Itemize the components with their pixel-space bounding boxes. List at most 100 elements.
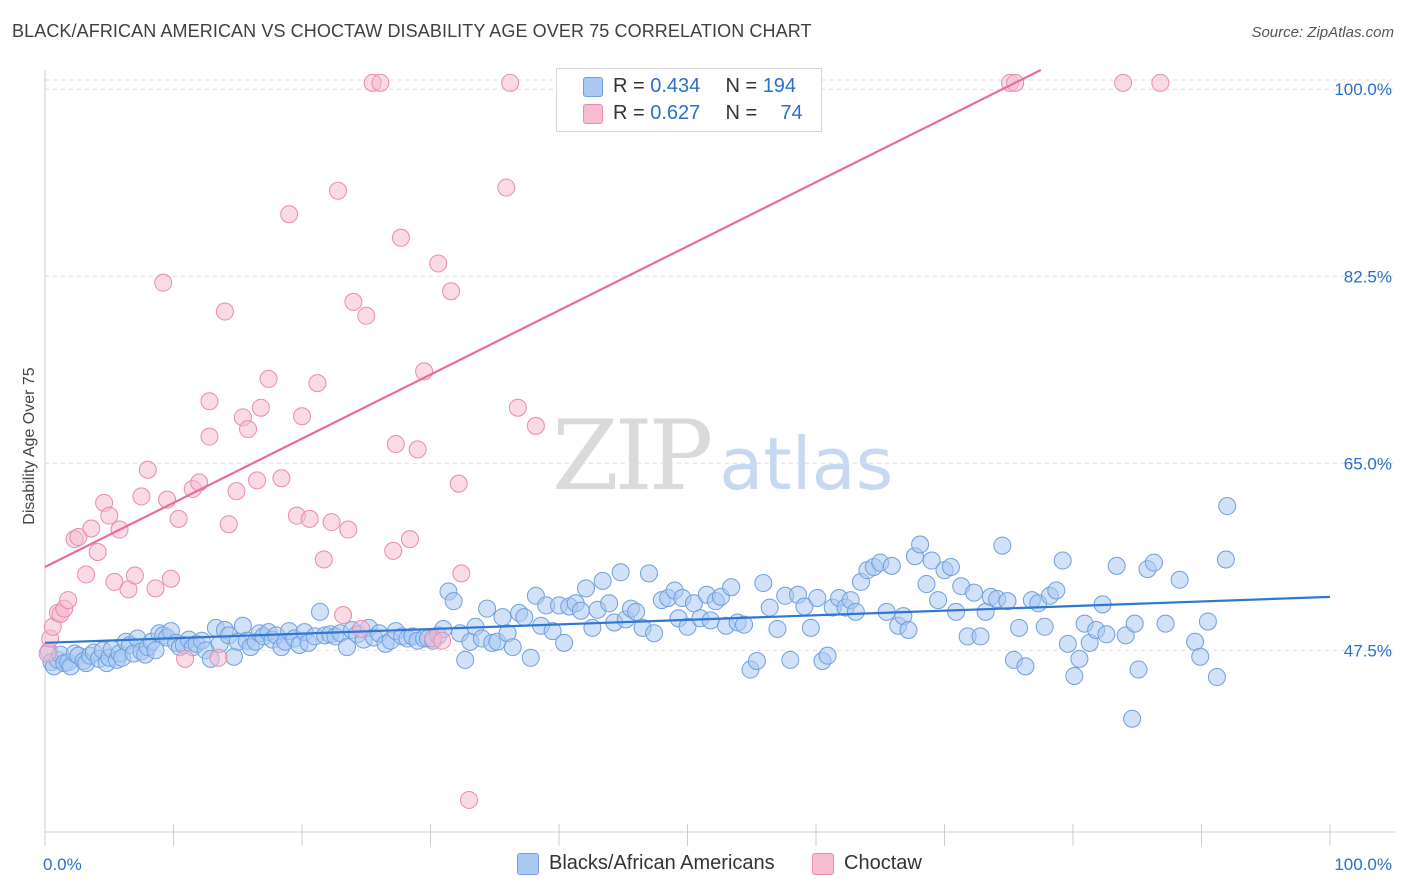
legend-text: R = 0.627 N = 74 xyxy=(613,102,803,125)
choctaw-point xyxy=(526,416,545,435)
blacks-point xyxy=(965,583,984,602)
choctaw-point xyxy=(357,306,376,325)
x-tick-label: 0.0% xyxy=(43,855,82,874)
blacks-point xyxy=(1070,649,1089,668)
choctaw-point xyxy=(344,292,363,311)
choctaw-point xyxy=(442,282,461,301)
blacks-point xyxy=(627,602,646,621)
blacks-point xyxy=(1125,614,1144,633)
blacks-point xyxy=(1170,570,1189,589)
blacks-point xyxy=(917,575,936,594)
n-label: N = xyxy=(725,75,758,97)
blacks-point xyxy=(735,615,754,634)
r-value: 0.434 xyxy=(650,75,701,97)
blacks-point xyxy=(645,624,664,643)
blacks-point xyxy=(1198,612,1217,631)
choctaw-point xyxy=(251,398,270,417)
choctaw-point xyxy=(200,427,219,446)
choctaw-point xyxy=(293,407,311,426)
blacks-point xyxy=(678,617,697,636)
choctaw-point xyxy=(105,572,124,591)
choctaw-point xyxy=(371,73,390,92)
choctaw-point xyxy=(146,579,165,598)
choctaw-point xyxy=(154,273,173,292)
choctaw-point xyxy=(322,513,341,532)
n-value: 194 xyxy=(762,75,797,97)
blacks-point xyxy=(947,602,966,621)
choctaw-point xyxy=(88,542,107,561)
blacks-point xyxy=(1065,666,1084,685)
correlation-legend: R = 0.434 N = 194 R = 0.627 N = 74 xyxy=(556,68,822,132)
blacks-point xyxy=(146,641,165,660)
choctaw-point xyxy=(82,519,101,538)
blacks-point xyxy=(515,608,534,627)
choctaw-point xyxy=(176,649,195,668)
choctaw-point xyxy=(77,565,96,584)
blacks-point xyxy=(1035,617,1054,636)
choctaw-point xyxy=(169,509,188,528)
chart-source: Source: ZipAtlas.com xyxy=(1251,24,1394,41)
choctaw-point xyxy=(59,591,78,610)
choctaw-point xyxy=(259,369,278,388)
n-label: N = xyxy=(725,102,758,124)
blacks-point xyxy=(993,536,1012,555)
choctaw-point xyxy=(125,566,144,585)
choctaw-point xyxy=(400,530,419,549)
choctaw-point xyxy=(391,228,410,247)
watermark-zip-text: ZIP xyxy=(552,400,713,512)
blacks-point xyxy=(801,618,820,637)
choctaw-point xyxy=(1151,73,1170,92)
blacks-point xyxy=(478,599,497,618)
choctaw-point xyxy=(209,648,228,667)
legend-text: R = 0.434 N = 194 xyxy=(613,75,796,98)
blacks-point xyxy=(1058,634,1077,653)
choctaw-point xyxy=(386,435,405,454)
blacks-point xyxy=(922,551,941,570)
legend-swatch-blue xyxy=(583,77,603,97)
blacks-point xyxy=(503,638,522,657)
blacks-point xyxy=(808,588,827,607)
chart-title: BLACK/AFRICAN AMERICAN VS CHOCTAW DISABI… xyxy=(12,21,812,41)
choctaw-point xyxy=(219,515,238,534)
choctaw-point xyxy=(460,790,479,809)
blacks-point xyxy=(1129,660,1148,679)
blacks-point xyxy=(337,638,356,657)
choctaw-point xyxy=(272,469,291,488)
blacks-point xyxy=(1216,550,1235,569)
choctaw-point xyxy=(497,178,516,197)
blacks-point xyxy=(600,594,619,613)
blacks-point xyxy=(224,647,243,666)
r-value: 0.627 xyxy=(650,102,701,124)
n-value: 74 xyxy=(780,102,803,124)
choctaw-point xyxy=(452,564,471,583)
y-axis-label: Disability Age Over 75 xyxy=(21,367,38,525)
zipatlas-watermark: ZIP atlas xyxy=(552,400,893,512)
blacks-point xyxy=(493,608,512,627)
blacks-point xyxy=(760,598,779,617)
choctaw-point xyxy=(161,569,180,588)
r-label: R = xyxy=(613,102,645,124)
choctaw-point xyxy=(227,482,246,501)
choctaw-trendline xyxy=(44,69,1042,568)
legend-label-blacks: Blacks/African Americans xyxy=(549,852,775,874)
choctaw-point xyxy=(38,644,57,663)
blacks-point xyxy=(521,648,540,667)
choctaw-point xyxy=(138,460,157,479)
blacks-point xyxy=(444,592,463,611)
choctaw-point xyxy=(280,205,299,224)
x-tick-label: 100.0% xyxy=(1334,855,1392,874)
blacks-point xyxy=(846,602,865,621)
legend-swatch-pink xyxy=(583,104,603,124)
blacks-point xyxy=(882,556,901,575)
choctaw-point xyxy=(200,392,219,411)
blacks-point xyxy=(571,601,590,620)
choctaw-point xyxy=(300,509,319,528)
blacks-point xyxy=(768,619,787,638)
blacks-point xyxy=(1144,553,1163,572)
r-label: R = xyxy=(613,75,645,97)
blacks-point xyxy=(971,627,990,646)
blacks-point xyxy=(1107,556,1126,575)
blacks-trendline xyxy=(44,595,1331,644)
choctaw-point xyxy=(508,398,527,417)
